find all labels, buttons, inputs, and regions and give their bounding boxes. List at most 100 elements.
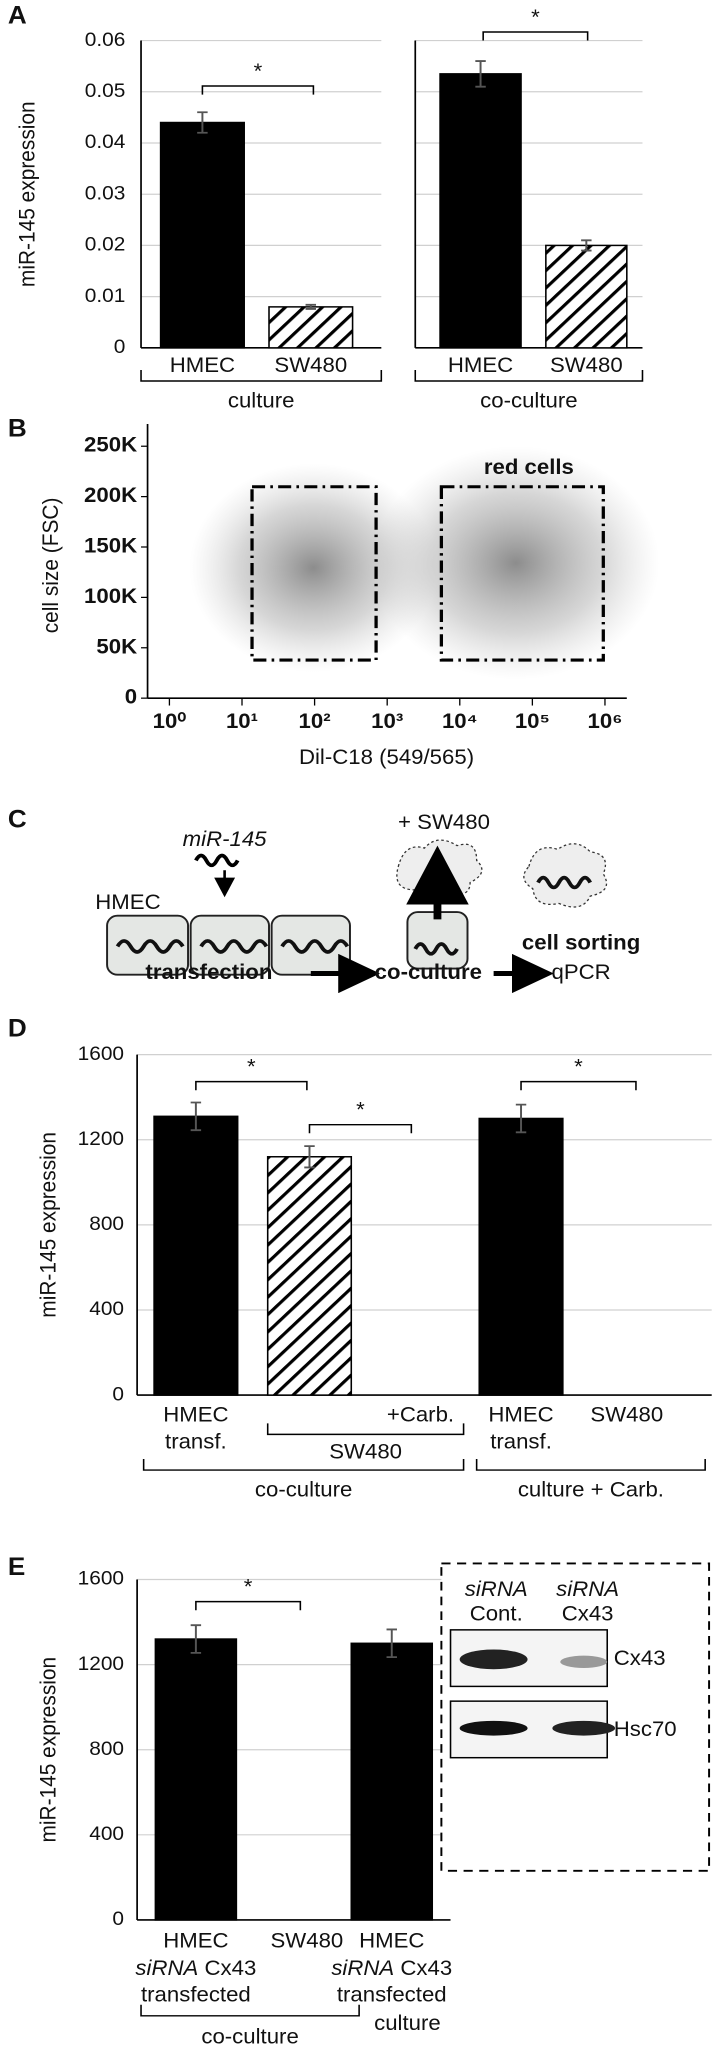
gate [250,485,378,662]
x-tick-label: SW480 [270,1928,343,1952]
bracket [414,369,644,382]
y-tick-label: 1600 [78,1568,124,1589]
bracket [140,2004,360,2017]
y-tick-label: 1200 [78,1653,124,1674]
bar [266,1156,353,1396]
y-axis-label: miR-145 expression [35,1132,61,1318]
x-tick-label: transfected [337,1982,447,2006]
sorting-label: cell sorting [522,930,640,954]
band [552,1720,616,1736]
gate [439,485,605,662]
x-tick-label: HMEC [488,1402,553,1426]
group-label: culture [374,2011,441,2035]
x-tick-label: 10⁶ [588,709,623,733]
group-label: culture [228,388,295,412]
significance: * [574,1054,583,1078]
y-tick-label: 400 [89,1824,124,1845]
panel-label: B [8,415,27,442]
added-label: + SW480 [398,810,490,834]
group-label: culture + Carb. [518,1477,664,1501]
x-tick-label: HMEC [163,1928,228,1952]
panel-label: A [8,2,27,29]
x-tick-label: HMEC [359,1928,424,1952]
error-bar [581,239,592,252]
y-axis-label: cell size (FSC) [37,498,63,634]
mirna-label: miR-145 [183,827,268,851]
x-tick-label: transf. [490,1429,552,1453]
group-label: co-culture [480,388,577,412]
error-bar [197,111,208,134]
sorted-cell [523,843,608,908]
x-tick-label: HMEC [448,352,513,376]
y-tick-label: 0.04 [85,132,126,153]
mirna-in-cells [115,939,459,956]
x-tick-label: siRNA Cx43 [135,1955,256,1979]
y-tick-label: 0.01 [85,285,126,306]
x-tick-label: 10⁵ [515,709,550,733]
x-tick-label: HMEC [170,352,235,376]
band [560,1655,608,1668]
panel-label: C [8,806,27,833]
x-tick-label: SW480 [550,352,623,376]
significance: * [244,1574,253,1598]
error-bar [386,1628,397,1659]
bracket [195,1080,308,1091]
group-label: co-culture [255,1477,352,1501]
lane-label: siRNA [465,1577,528,1601]
bracket [140,369,383,382]
label-word: Cx43 [205,1955,257,1979]
error-bar [305,303,317,310]
error-bar [515,1103,527,1134]
y-tick-label: 800 [89,1214,124,1235]
gate-label: red cells [484,454,574,478]
x-tick-label: siRNA Cx43 [331,1955,452,1979]
y-tick-label: 800 [89,1738,124,1759]
label-word: siRNA [331,1955,394,1979]
x-tick-label: 10² [299,709,331,733]
y-tick-label: 0 [112,1384,124,1405]
y-tick-label: 1200 [78,1128,124,1149]
subgroup-label: SW480 [329,1439,402,1463]
protein-label: Hsc70 [614,1717,677,1741]
diagram-c: C miR-145 HMEC + SW480 cell sorting tran… [8,806,640,994]
mirna-icon [194,853,240,868]
y-tick-label: 200K [84,483,137,507]
significance: * [247,1054,256,1078]
bar [159,121,245,349]
error-bar [304,1145,315,1169]
bracket [475,1459,706,1471]
label-word: Cx43 [400,1955,452,1979]
y-tick-label: 50K [96,634,137,658]
bracket [266,1423,465,1436]
bar [545,244,628,349]
significance: * [531,5,540,29]
y-tick-label: 100K [84,584,137,608]
band [459,1720,528,1736]
label-word: siRNA [135,1955,198,1979]
y-tick-label: 0.05 [85,80,126,101]
y-tick-label: 0 [125,684,137,708]
y-tick-label: 0.03 [85,183,126,204]
panel-label: E [8,1554,25,1581]
lane-label: siRNA [556,1577,619,1601]
x-tick-label: transfected [141,1982,251,2006]
bracket [195,1600,302,1611]
bar [153,1115,239,1396]
x-tick-label: 10⁴ [442,709,478,733]
y-tick-label: 1600 [78,1043,124,1064]
bar [154,1638,238,1921]
bar [268,306,354,349]
y-tick-label: 0 [114,337,126,358]
y-tick-label: 0.06 [85,29,126,50]
y-axis-label: miR-145 expression [14,101,40,287]
significance: * [356,1097,365,1121]
x-tick-label: 10⁰ [153,709,187,733]
x-tick-label: transf. [165,1429,227,1453]
band [459,1649,528,1670]
error-bar [475,60,486,88]
bracket [201,85,315,95]
step-label: co-culture [375,960,482,984]
mirna-icon [536,875,593,890]
lane-label: Cont. [470,1601,523,1625]
